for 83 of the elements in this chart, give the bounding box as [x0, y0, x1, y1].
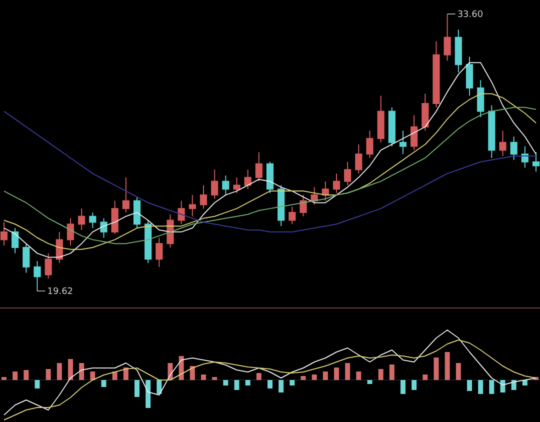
bar	[223, 380, 228, 386]
candlestick	[510, 136, 518, 160]
bar	[201, 374, 206, 380]
candlestick	[300, 194, 307, 217]
candlestick	[521, 146, 528, 168]
bar	[256, 373, 262, 380]
candlestick	[12, 228, 19, 254]
bar	[489, 380, 494, 394]
bar	[356, 372, 362, 380]
candlestick	[233, 176, 240, 194]
candlestick	[0, 222, 8, 246]
bar	[444, 352, 450, 380]
candlestick	[66, 218, 74, 246]
bar	[334, 368, 339, 380]
bar	[24, 370, 29, 380]
bar	[156, 380, 162, 394]
bar	[389, 364, 394, 380]
bar	[412, 380, 417, 390]
candlestick	[222, 174, 230, 196]
candlestick	[188, 194, 196, 217]
candlestick	[422, 93, 429, 132]
candlestick	[211, 169, 218, 200]
bar	[345, 363, 350, 380]
bar	[12, 372, 18, 380]
bar	[123, 368, 128, 380]
bar	[101, 380, 106, 387]
bar	[56, 363, 62, 380]
candlestick	[200, 184, 208, 210]
candlestick	[355, 144, 362, 174]
candlestick	[178, 200, 185, 225]
bar	[522, 380, 528, 386]
candlestick	[133, 196, 141, 229]
candlestick	[111, 200, 118, 234]
bar	[278, 380, 284, 392]
bar	[511, 380, 516, 390]
candlestick	[366, 130, 374, 158]
bar	[322, 372, 328, 380]
bar	[300, 376, 306, 380]
bar	[400, 380, 406, 394]
bar	[46, 369, 51, 380]
bar	[212, 377, 218, 380]
candlestick	[477, 80, 484, 118]
text: 19.62	[47, 287, 74, 297]
candlestick	[78, 208, 86, 230]
candlestick	[44, 252, 52, 280]
candlestick	[255, 152, 262, 182]
candlestick	[34, 260, 41, 286]
bar	[456, 363, 461, 380]
bar	[79, 363, 84, 380]
bar	[378, 369, 384, 380]
bar	[467, 380, 472, 391]
bar	[290, 380, 295, 386]
bar	[434, 358, 439, 380]
bar	[478, 380, 484, 394]
bar	[245, 380, 250, 386]
bar	[134, 380, 140, 397]
candlestick	[122, 176, 130, 213]
bar	[146, 380, 151, 408]
bar	[268, 380, 272, 388]
bar	[234, 380, 240, 390]
candlestick	[444, 14, 451, 62]
candlestick	[466, 56, 474, 96]
bar	[190, 366, 195, 380]
candlestick	[156, 237, 163, 268]
bar	[367, 380, 372, 384]
candlestick	[22, 243, 30, 274]
bar	[312, 374, 317, 380]
bar	[112, 372, 118, 380]
bar	[34, 380, 40, 388]
annotation: 33.60	[457, 10, 484, 20]
candlestick	[499, 130, 506, 157]
bar	[68, 359, 73, 380]
bar	[2, 377, 6, 380]
candlestick	[100, 218, 108, 238]
candlestick	[332, 173, 340, 194]
candlestick	[410, 114, 418, 151]
candlestick	[532, 152, 540, 172]
candlestick	[399, 130, 407, 155]
bar	[422, 374, 428, 380]
bar	[90, 372, 96, 380]
candlestick	[288, 206, 296, 225]
candlestick	[89, 212, 96, 229]
candlestick	[344, 161, 352, 186]
